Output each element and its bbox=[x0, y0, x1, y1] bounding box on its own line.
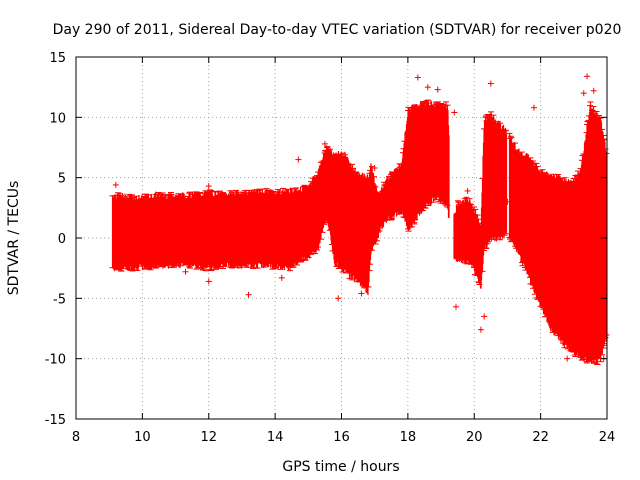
y-tick-label: 0 bbox=[58, 232, 66, 247]
data-point-marker bbox=[481, 313, 488, 320]
data-point-marker bbox=[414, 74, 421, 81]
data-point-marker bbox=[504, 198, 511, 205]
data-point-marker bbox=[278, 274, 285, 281]
data-point-marker bbox=[152, 191, 159, 198]
y-tick-label: -10 bbox=[45, 353, 66, 368]
data-series-sdtvar bbox=[109, 73, 610, 366]
x-tick-label: 10 bbox=[134, 430, 151, 445]
y-tick-label: 15 bbox=[49, 51, 66, 66]
data-point-marker bbox=[245, 291, 252, 298]
x-tick-label: 24 bbox=[599, 430, 616, 445]
x-tick-label: 22 bbox=[532, 430, 549, 445]
data-point-marker bbox=[590, 87, 597, 94]
x-tick-label: 18 bbox=[400, 430, 417, 445]
data-point-marker bbox=[335, 295, 342, 302]
data-point-marker bbox=[530, 104, 537, 111]
y-tick-label: 5 bbox=[58, 172, 66, 187]
data-point-marker bbox=[112, 181, 119, 188]
x-tick-label: 12 bbox=[200, 430, 217, 445]
data-point-marker bbox=[341, 151, 348, 158]
data-point-marker bbox=[477, 326, 484, 333]
y-tick-label: 10 bbox=[49, 111, 66, 126]
data-point-marker bbox=[564, 355, 571, 362]
x-tick-label: 8 bbox=[72, 430, 80, 445]
data-point-marker bbox=[205, 278, 212, 285]
data-point-marker bbox=[182, 268, 189, 275]
y-axis-title: SDTVAR / TECUs bbox=[6, 181, 22, 296]
data-point-marker bbox=[424, 84, 431, 91]
data-point-marker bbox=[487, 80, 494, 87]
axis-ticks: 8 10 12 14 16 18 20 22 24 -15 -10 -5 0 5 10 15 bbox=[45, 51, 616, 445]
x-tick-label: 14 bbox=[267, 430, 284, 445]
data-point-marker bbox=[580, 90, 587, 97]
data-point-marker bbox=[452, 303, 459, 310]
chart-title: Day 290 of 2011, Sidereal Day-to-day VTE… bbox=[53, 22, 622, 38]
data-point-marker bbox=[371, 165, 378, 172]
data-point-marker bbox=[321, 140, 328, 147]
x-tick-label: 16 bbox=[333, 430, 350, 445]
data-point-marker bbox=[434, 86, 441, 93]
data-point-marker bbox=[205, 183, 212, 190]
data-point-marker bbox=[474, 271, 481, 278]
x-axis-title: GPS time / hours bbox=[282, 459, 399, 475]
data-point-marker bbox=[358, 290, 365, 297]
y-tick-label: -5 bbox=[53, 292, 66, 307]
data-point-marker bbox=[584, 73, 591, 80]
data-point-marker bbox=[464, 187, 471, 194]
data-point-marker bbox=[295, 156, 302, 163]
data-point-marker bbox=[451, 109, 458, 116]
y-tick-label: -15 bbox=[45, 413, 66, 428]
x-tick-label: 20 bbox=[466, 430, 483, 445]
